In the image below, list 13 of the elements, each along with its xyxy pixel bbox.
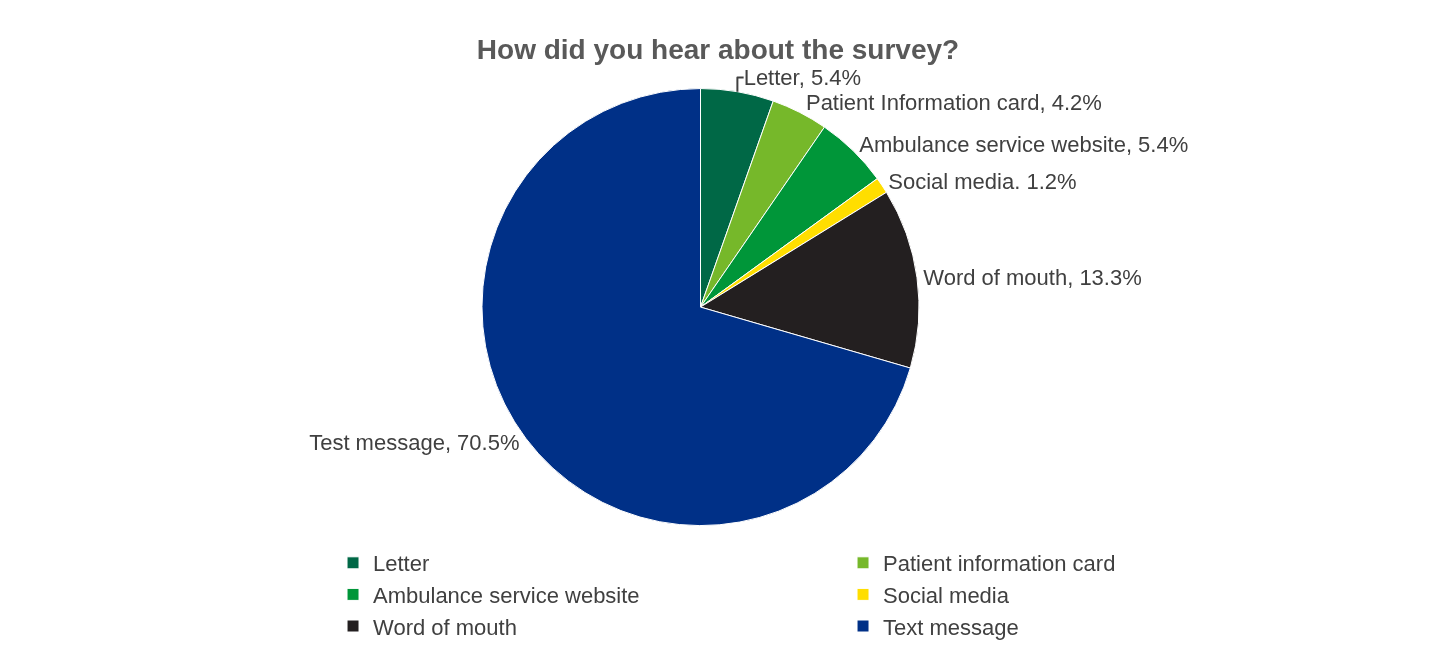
- legend-label: Patient information card: [883, 551, 1116, 577]
- legend-label: Letter: [373, 551, 430, 577]
- chart-title: How did you hear about the survey?: [476, 34, 960, 66]
- data-label: Ambulance service website, 5.4%: [859, 131, 1189, 157]
- data-label: Word of mouth, 13.3%: [923, 264, 1142, 290]
- legend-label: Social media: [883, 582, 1010, 608]
- data-label: Patient Information card, 4.2%: [805, 89, 1102, 115]
- data-label: Test message, 70.5%: [309, 430, 520, 456]
- data-label: Social media. 1.2%: [888, 169, 1077, 195]
- data-label: Letter, 5.4%: [743, 64, 862, 90]
- legend-label: Ambulance service website: [373, 582, 640, 608]
- legend-label: Word of mouth: [373, 614, 517, 640]
- legend-label: Text message: [883, 614, 1019, 640]
